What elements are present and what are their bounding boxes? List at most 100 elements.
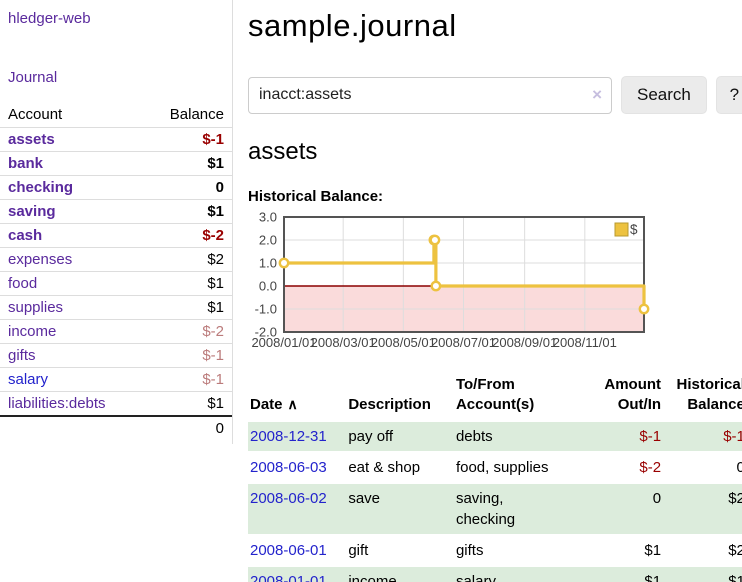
account-balance: $1: [143, 295, 232, 320]
register-table: Date ∧ Description To/From Account(s) Amo…: [248, 371, 742, 582]
transaction-date-link[interactable]: 2008-06-03: [250, 458, 327, 476]
register-header-row: Date ∧ Description To/From Account(s) Amo…: [248, 373, 742, 420]
sidebar-item-journal[interactable]: Journal: [8, 69, 58, 86]
transaction-balance: $1: [669, 566, 742, 582]
search-button[interactable]: Search: [621, 76, 707, 114]
table-row: 2008-06-03 eat & shop food, supplies $-2…: [248, 453, 742, 482]
description-column-header[interactable]: Description: [348, 396, 431, 414]
transaction-accounts: salary: [455, 566, 593, 582]
account-row-income: income $-2: [0, 319, 232, 344]
svg-text:2.0: 2.0: [259, 233, 277, 248]
account-balance: $1: [143, 271, 232, 296]
clear-search-icon[interactable]: ×: [592, 84, 602, 104]
account-row-expenses: expenses $2: [0, 247, 232, 272]
accounts-column-header[interactable]: To/From Account(s): [455, 376, 535, 414]
transaction-amount: $1: [644, 541, 662, 559]
balance-column-header[interactable]: Historical Balance: [676, 376, 742, 414]
transaction-accounts: food, supplies: [455, 458, 549, 476]
chart-title: Historical Balance:: [248, 188, 384, 205]
account-link-cash[interactable]: cash: [8, 227, 43, 244]
historical-balance-chart: 2008/01/01 2008/03/01 2008/05/01 2008/07/01…: [248, 210, 742, 357]
account-balance: $-1: [143, 367, 232, 392]
account-row-assets: assets $-1: [0, 127, 232, 152]
balance-chart-svg: 2008/01/012008/03/012008/05/012008/07/01…: [251, 210, 650, 350]
account-balance: $2: [143, 247, 232, 272]
svg-text:2008/09/01: 2008/09/01: [492, 335, 557, 350]
transaction-accounts: saving, checking: [455, 483, 593, 534]
transaction-description: income: [348, 566, 456, 582]
svg-text:3.0: 3.0: [259, 211, 277, 225]
account-row-cash: cash $-2: [0, 223, 232, 248]
sort-ascending-icon: ∧: [287, 396, 298, 413]
account-balance: $-2: [143, 223, 232, 248]
account-row-saving: saving $1: [0, 199, 232, 224]
accounts-total-balance: 0: [143, 415, 232, 440]
page-title: sample.journal: [248, 8, 457, 43]
transaction-balance: $2: [669, 483, 742, 534]
account-row-food: food $1: [0, 271, 232, 296]
search-input[interactable]: [248, 76, 612, 114]
svg-text:2008/07/01: 2008/07/01: [431, 335, 496, 350]
transaction-date-link[interactable]: 2008-06-01: [250, 541, 327, 559]
transaction-date-link[interactable]: 2008-12-31: [250, 427, 327, 445]
account-balance: $-2: [143, 319, 232, 344]
transaction-balance: 0: [736, 458, 742, 476]
search-form: × Search ?: [248, 76, 742, 114]
account-link-assets[interactable]: assets: [8, 131, 55, 148]
account-balance: $1: [143, 151, 232, 176]
transaction-description: pay off: [348, 421, 456, 451]
transaction-date-link[interactable]: 2008-01-01: [250, 572, 327, 582]
account-row-supplies: supplies $1: [0, 295, 232, 320]
transaction-balance: $2: [728, 541, 742, 559]
svg-text:2008/05/01: 2008/05/01: [371, 335, 436, 350]
account-balance: $-1: [143, 343, 232, 368]
main-content: sample.journal × Search ? assets Histori…: [233, 0, 742, 582]
account-balance: $-1: [143, 127, 232, 152]
balance-column-header: Balance: [169, 106, 224, 123]
account-link-liabilities-debts[interactable]: liabilities:debts: [8, 395, 106, 412]
account-link-bank[interactable]: bank: [8, 155, 44, 172]
accounts-header-row: Account Balance: [0, 103, 232, 128]
account-link-income[interactable]: income: [8, 323, 57, 340]
sidebar: hledger-web Journal Account Balance asse…: [0, 0, 233, 444]
table-row: 2008-06-02 save saving, checking 0 $2: [248, 483, 742, 534]
transaction-amount: $1: [592, 566, 670, 582]
account-column-header: Account: [8, 106, 63, 123]
account-link-supplies[interactable]: supplies: [8, 299, 64, 316]
svg-text:-1.0: -1.0: [255, 302, 277, 317]
account-link-gifts[interactable]: gifts: [8, 347, 36, 364]
svg-text:1.0: 1.0: [259, 256, 277, 271]
transaction-accounts: gifts: [455, 541, 484, 559]
account-heading: assets: [248, 138, 318, 165]
account-link-saving[interactable]: saving: [8, 203, 56, 220]
transaction-accounts: debts: [455, 421, 593, 451]
transaction-description: eat & shop: [348, 458, 421, 476]
table-row: 2008-12-31 pay off debts $-1 $-1: [248, 421, 742, 451]
transaction-balance: $-1: [669, 421, 742, 451]
svg-text:2008/03/01: 2008/03/01: [311, 335, 376, 350]
svg-text:2008/01/01: 2008/01/01: [251, 335, 316, 350]
account-row-checking: checking 0: [0, 175, 232, 200]
svg-text:$: $: [630, 222, 638, 237]
transaction-amount: 0: [592, 483, 670, 534]
account-link-food[interactable]: food: [8, 275, 38, 292]
transaction-date-link[interactable]: 2008-06-02: [250, 489, 327, 507]
amount-column-header[interactable]: Amount Out/In: [604, 376, 662, 414]
account-balance: $1: [143, 391, 232, 416]
app-title[interactable]: hledger-web: [8, 10, 91, 27]
date-column-header[interactable]: Date ∧: [250, 396, 298, 414]
transaction-description: gift: [348, 541, 369, 559]
help-button[interactable]: ?: [715, 76, 742, 114]
transaction-description: save: [348, 483, 456, 534]
account-link-salary[interactable]: salary: [8, 371, 49, 388]
account-link-expenses[interactable]: expenses: [8, 251, 73, 268]
account-link-checking[interactable]: checking: [8, 179, 74, 196]
account-row-gifts: gifts $-1: [0, 343, 232, 368]
transaction-amount: $-1: [592, 421, 670, 451]
transaction-amount: $-2: [639, 458, 662, 476]
svg-text:0.0: 0.0: [259, 279, 277, 294]
svg-text:2008/11/01: 2008/11/01: [553, 335, 617, 350]
svg-text:-2.0: -2.0: [255, 325, 277, 340]
table-row: 2008-06-01 gift gifts $1 $2: [248, 536, 742, 565]
account-balance: 0: [143, 175, 232, 200]
